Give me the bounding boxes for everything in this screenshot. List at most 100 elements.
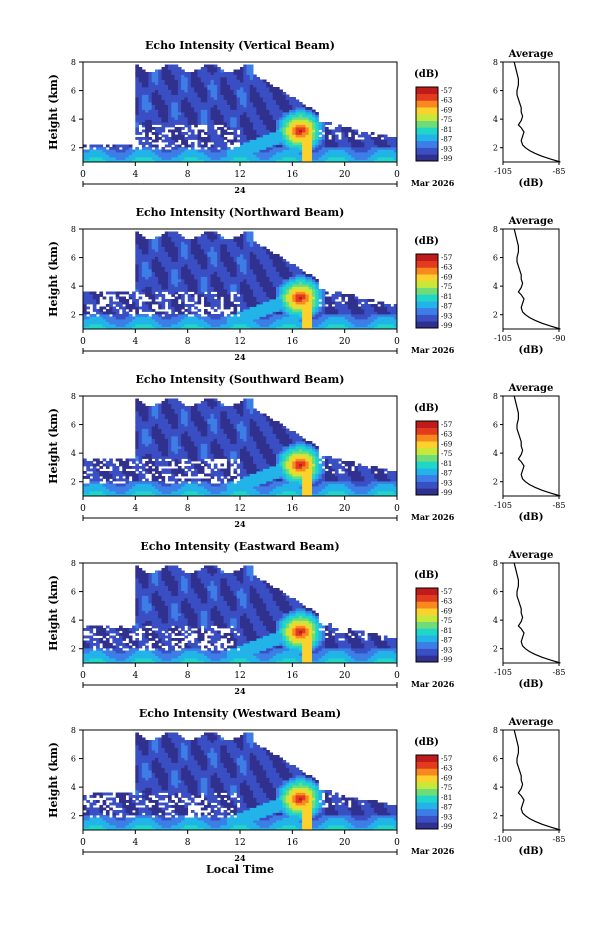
heatmap-cell xyxy=(92,478,97,482)
heatmap-cell xyxy=(145,291,149,295)
heatmap-cell xyxy=(155,94,159,98)
heatmap-cell xyxy=(200,279,205,282)
heatmap-cell xyxy=(328,147,332,150)
heatmap-cell xyxy=(226,324,231,327)
heatmap-cell xyxy=(155,463,159,467)
heatmap-cell xyxy=(138,276,143,280)
heatmap-cell xyxy=(233,306,238,310)
heatmap-cell xyxy=(210,289,215,292)
heatmap-cell xyxy=(145,94,149,98)
heatmap-cell xyxy=(109,154,113,158)
heatmap-cell xyxy=(145,154,149,158)
heatmap-cell xyxy=(220,264,225,267)
heatmap-cell xyxy=(269,286,274,290)
heatmap-cell xyxy=(177,127,182,130)
heatmap-cell xyxy=(279,152,283,155)
heatmap-cell xyxy=(226,157,231,160)
heatmap-cell xyxy=(171,246,175,250)
heatmap-cell xyxy=(158,304,162,307)
heatmap-cell xyxy=(210,276,215,280)
heatmap-cell xyxy=(279,284,283,287)
heatmap-cell xyxy=(145,119,149,123)
heatmap-cell xyxy=(259,321,264,325)
colorbar-swatch xyxy=(416,140,438,148)
heatmap-cell xyxy=(158,241,162,245)
heatmap-cell xyxy=(204,117,208,120)
heatmap-cell xyxy=(259,99,264,103)
heatmap-cell xyxy=(155,144,159,148)
heatmap-cell xyxy=(308,284,313,287)
heatmap-cell xyxy=(151,411,156,414)
heatmap-cell xyxy=(282,316,287,320)
heatmap-cell xyxy=(168,271,172,275)
heatmap-cell xyxy=(259,104,264,108)
heatmap-cell xyxy=(161,286,166,290)
heatmap-cell xyxy=(145,319,149,322)
heatmap-cell xyxy=(141,443,146,447)
heatmap-cell xyxy=(138,471,143,474)
heatmap-cell xyxy=(383,314,388,317)
heatmap-cell xyxy=(338,127,342,130)
heatmap-cell xyxy=(318,137,323,140)
heatmap-cell xyxy=(230,82,234,85)
heatmap-cell xyxy=(295,157,300,160)
heatmap-cell xyxy=(213,276,218,280)
heatmap-cell xyxy=(312,132,316,135)
heatmap-cell xyxy=(253,241,257,245)
heatmap-cell xyxy=(105,159,110,163)
heatmap-cell xyxy=(151,314,156,317)
heatmap-cell xyxy=(305,147,310,150)
heatmap-cell xyxy=(158,129,162,133)
heatmap-cell xyxy=(226,119,231,123)
heatmap-cell xyxy=(393,137,398,140)
heatmap-cell xyxy=(272,319,277,322)
heatmap-cell xyxy=(83,144,87,148)
heatmap-cell xyxy=(262,324,267,327)
heatmap-cell xyxy=(155,286,159,290)
heatmap-cell xyxy=(223,97,228,100)
heatmap-cell xyxy=(259,109,264,113)
heatmap-cell xyxy=(266,296,270,300)
heatmap-cell xyxy=(148,254,153,257)
heatmap-cell xyxy=(315,286,319,290)
heatmap-cell xyxy=(86,326,90,330)
heatmap-cell xyxy=(181,326,185,330)
heatmap-cell xyxy=(210,246,215,250)
heatmap-cell xyxy=(181,261,185,265)
heatmap-cell xyxy=(138,281,143,285)
heatmap-cell xyxy=(213,246,218,250)
heatmap-cell xyxy=(151,316,156,320)
heatmap-cell xyxy=(89,321,94,325)
heatmap-cell xyxy=(383,137,388,140)
heatmap-cell xyxy=(145,251,149,255)
heatmap-cell xyxy=(115,144,120,148)
heatmap-cell xyxy=(210,259,215,262)
heatmap-cell xyxy=(151,259,156,262)
heatmap-cell xyxy=(145,426,149,429)
heatmap-cell xyxy=(220,261,225,265)
heatmap-cell xyxy=(96,309,100,312)
heatmap-cell xyxy=(200,159,205,163)
heatmap-cell xyxy=(262,137,267,140)
heatmap-cell xyxy=(204,289,208,292)
heatmap-cell xyxy=(122,326,126,330)
heatmap-cell xyxy=(259,324,264,327)
heatmap-cell xyxy=(184,284,189,287)
heatmap-cell xyxy=(253,289,257,292)
heatmap-cell xyxy=(246,67,251,70)
heatmap-cell xyxy=(266,266,270,270)
heatmap-cell xyxy=(259,127,264,130)
heatmap-cell xyxy=(243,107,247,110)
heatmap-cell xyxy=(96,157,100,160)
heatmap-cell xyxy=(151,77,156,80)
heatmap-cell xyxy=(197,246,202,250)
heatmap-cell xyxy=(155,269,159,272)
heatmap-cell xyxy=(197,309,202,312)
heatmap-cell xyxy=(151,274,156,277)
heatmap-cell xyxy=(184,122,189,125)
heatmap-cell xyxy=(240,137,244,140)
heatmap-cell xyxy=(262,114,267,118)
heatmap-cell xyxy=(174,84,179,88)
heatmap-cell xyxy=(164,79,169,83)
heatmap-cell xyxy=(383,144,388,148)
